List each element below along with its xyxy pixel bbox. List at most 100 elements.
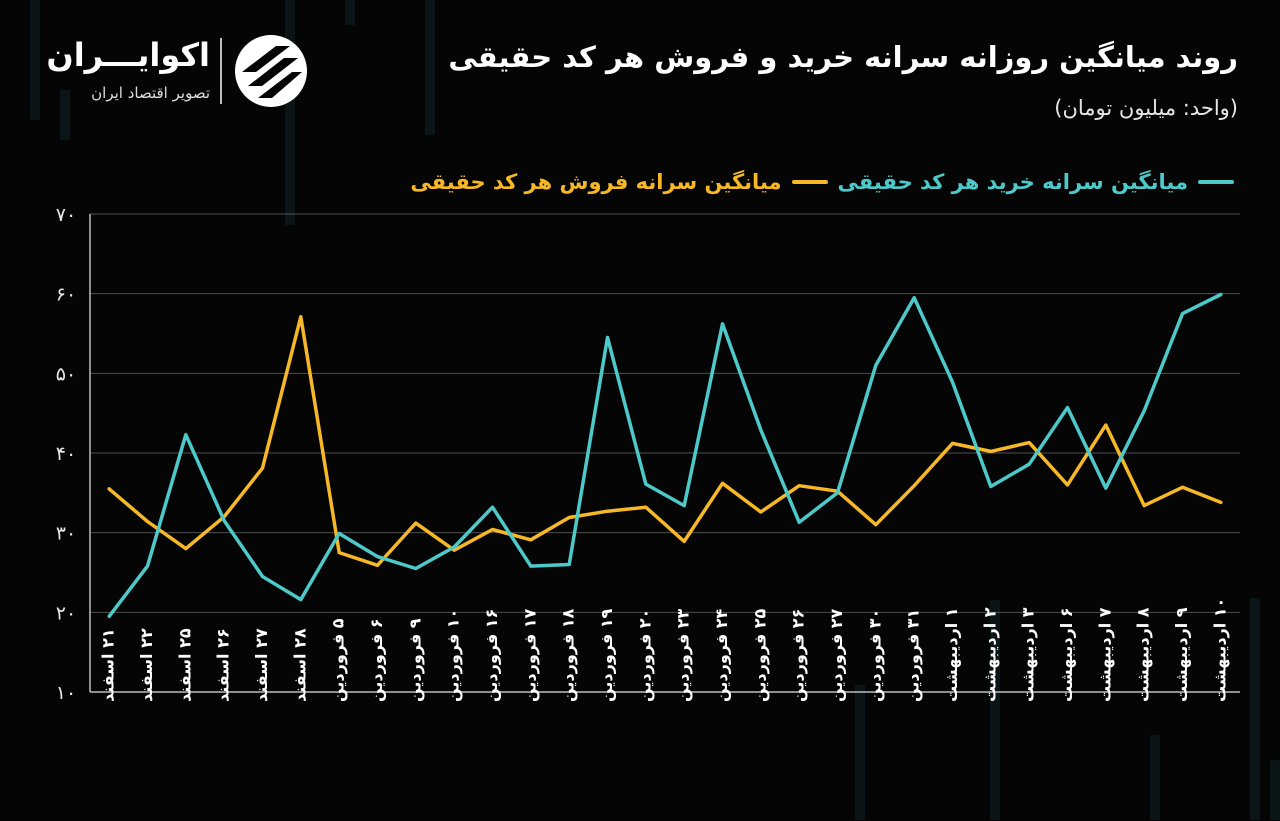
logo: اکوایـــران تصویر اقتصاد ایران (46, 30, 320, 110)
y-tick-label: ۵۰ (56, 363, 76, 385)
x-tick-label: ۲۲ اسفند (137, 628, 156, 702)
data-point-sell (759, 510, 763, 514)
data-point-buy (337, 532, 341, 535)
data-point-sell (1066, 483, 1069, 487)
x-tick-label: ۱ اردیبهشت (942, 607, 961, 702)
data-point-buy (912, 296, 916, 300)
decorative-bar (1150, 735, 1160, 820)
data-point-buy (836, 491, 839, 495)
legend-item-buy: میانگین سرانه خرید هر کد حقیقی (838, 170, 1234, 194)
decorative-bar (990, 600, 1000, 820)
data-point-buy (721, 322, 724, 326)
data-point-buy (261, 575, 264, 578)
x-tick-label: ۲۷ اسفند (252, 628, 271, 702)
x-tick-label: ۳۱ فروردین (904, 609, 923, 702)
y-tick-label: ۷۰ (56, 204, 76, 226)
x-tick-label: ۲۴ فروردین (712, 608, 731, 702)
data-point-sell (1142, 504, 1146, 508)
x-tick-label: ۷ اردیبهشت (1095, 607, 1114, 702)
data-point-buy (874, 363, 878, 367)
y-tick-label: ۱۰ (56, 682, 76, 704)
data-point-buy (452, 545, 456, 549)
data-point-sell (1027, 441, 1031, 445)
data-point-sell (682, 539, 686, 543)
data-point-sell (721, 481, 724, 485)
data-point-sell (529, 538, 533, 542)
legend-label-sell: میانگین سرانه فروش هر کد حقیقی (410, 170, 782, 194)
decorative-bar (1250, 598, 1260, 820)
data-point-sell (797, 484, 801, 488)
data-point-sell (912, 484, 916, 488)
data-point-buy (759, 428, 763, 432)
data-point-buy (146, 564, 149, 568)
data-point-sell (951, 441, 954, 445)
x-tick-label: ۲ اردیبهشت (980, 607, 999, 702)
data-point-buy (567, 563, 571, 566)
decorative-bar (30, 0, 40, 120)
data-point-buy (682, 504, 686, 508)
data-point-sell (184, 547, 188, 551)
data-point-sell (299, 315, 303, 319)
data-point-sell (1104, 423, 1108, 427)
chart-title: روند میانگین روزانه سرانه خرید و فروش هر… (448, 40, 1238, 74)
x-tick-label: ۹ فروردین (405, 618, 424, 702)
data-point-sell (567, 516, 571, 519)
chart-subtitle: (واحد: میلیون تومان) (1054, 96, 1238, 120)
x-tick-label: ۳ اردیبهشت (1019, 607, 1038, 702)
x-tick-label: ۲۵ اسفند (175, 628, 194, 702)
y-tick-label: ۶۰ (56, 284, 76, 306)
x-tick-label: ۱۶ فروردین (482, 609, 501, 702)
data-point-sell (146, 520, 149, 523)
data-point-sell (414, 521, 418, 525)
data-point-buy (376, 555, 379, 559)
x-tick-label: ۵ فروردین (329, 618, 348, 702)
x-tick-label: ۲۷ فروردین (827, 608, 846, 702)
data-point-buy (1142, 409, 1146, 413)
data-point-buy (1219, 293, 1223, 296)
x-tick-label: ۱۰ فروردین (444, 609, 463, 702)
decorative-bar (425, 0, 435, 135)
data-point-sell (606, 509, 609, 513)
x-tick-label: ۲۵ فروردین (750, 608, 769, 702)
data-point-sell (1219, 500, 1223, 504)
data-point-sell (337, 551, 341, 555)
decorative-bar (285, 0, 295, 225)
logo-name: اکوایـــران (46, 36, 210, 74)
x-tick-label: ۲۸ اسفند (290, 628, 309, 702)
data-point-sell (874, 523, 878, 527)
data-point-buy (414, 567, 418, 570)
data-point-buy (222, 519, 226, 523)
decorative-bar (60, 90, 70, 140)
y-tick-label: ۲۰ (56, 602, 76, 624)
data-point-sell (261, 466, 264, 470)
x-tick-label: ۲۶ فروردین (789, 609, 808, 702)
x-tick-label: ۱۹ فروردین (597, 608, 616, 702)
legend-swatch-buy (1198, 180, 1234, 184)
data-point-sell (376, 563, 379, 567)
data-point-buy (797, 520, 801, 524)
data-point-buy (989, 485, 993, 488)
logo-separator (220, 38, 222, 104)
x-tick-label: ۱۷ فروردین (520, 608, 539, 702)
x-tick-label: ۲۱ اسفند (99, 628, 118, 702)
x-tick-label: ۱۸ فروردین (559, 608, 578, 702)
x-tick-label: ۸ اردیبهشت (1134, 607, 1153, 702)
x-tick-label: ۶ فروردین (367, 618, 386, 702)
x-tick-label: ۲۰ فروردین (635, 609, 654, 702)
ecoiran-logo-mark-icon (235, 35, 307, 107)
x-tick-label: ۹ اردیبهشت (1172, 607, 1191, 702)
decorative-bar (1270, 760, 1280, 820)
x-tick-label: ۳۰ فروردین (865, 609, 884, 702)
data-point-sell (1181, 485, 1184, 489)
legend-swatch-sell (791, 180, 828, 184)
data-point-buy (1181, 312, 1184, 316)
x-tick-label: ۱۰ اردیبهشت (1210, 598, 1229, 702)
data-point-buy (1104, 486, 1108, 490)
data-point-sell (491, 528, 494, 531)
data-point-buy (644, 482, 648, 486)
data-point-buy (299, 598, 303, 602)
series-line-sell (107, 315, 1223, 568)
legend: میانگین سرانه خرید هر کد حقیقی میانگین س… (410, 170, 1234, 194)
